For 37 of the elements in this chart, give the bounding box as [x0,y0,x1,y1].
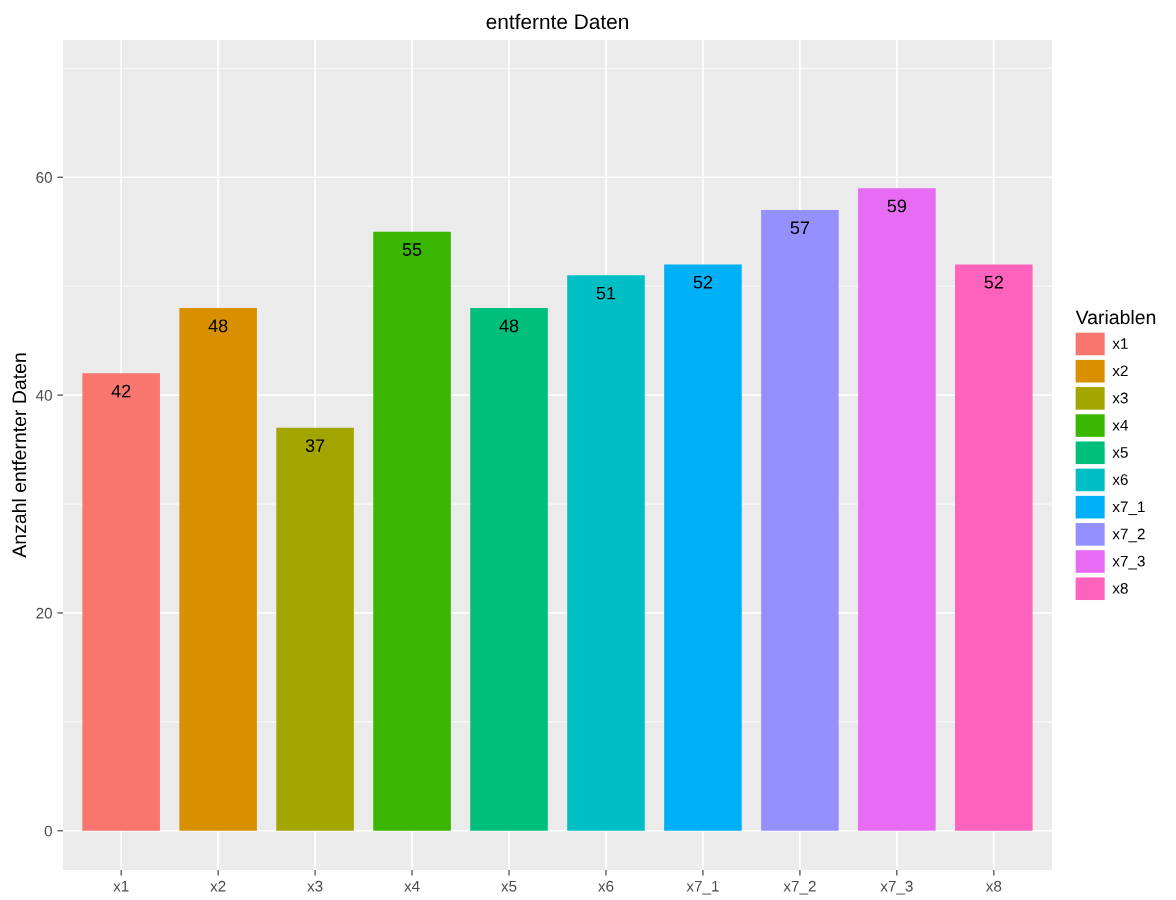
x-tick-label: x7_3 [880,880,913,895]
y-tick-label: 40 [35,389,52,401]
chart-title: entfernte Daten [486,13,628,30]
x-tick-label: x1 [113,880,129,892]
x-tick-label: x3 [307,880,323,892]
data-label: 48 [499,319,519,333]
legend-label: x6 [1112,474,1128,485]
legend-label: x7_3 [1112,555,1145,570]
data-label: 48 [208,319,228,333]
legend-label: x7_2 [1112,528,1145,543]
legend-label: x4 [1112,419,1128,431]
legend-label: x2 [1112,365,1128,377]
legend-label: x5 [1112,447,1128,458]
data-label: 37 [305,439,325,452]
legend-label: x3 [1112,392,1128,404]
data-label: 52 [984,275,1003,289]
x-tick-label: x7_2 [783,880,816,895]
x-tick-label: x8 [985,880,1002,892]
legend-title: Variablen [1075,309,1156,325]
data-label: 55 [402,243,422,256]
data-label: 52 [693,275,713,289]
y-axis-title: Anzahl entfernter Daten [11,353,27,558]
y-tick-label: 20 [36,607,52,619]
data-label: 59 [887,199,907,213]
legend-label: x1 [1112,338,1128,349]
x-tick-label: x4 [404,880,420,892]
data-label: 51 [596,286,616,300]
y-tick-label: 0 [44,825,52,837]
legend-label: x7_1 [1112,501,1145,516]
data-label: 42 [111,384,131,398]
x-tick-label: x2 [210,880,226,892]
x-tick-label: x5 [501,880,517,892]
x-tick-label: x7_1 [686,880,719,895]
legend-label: x8 [1112,582,1128,594]
y-tick-label: 60 [36,172,52,183]
data-label: 57 [790,221,810,235]
x-tick-label: x6 [598,880,614,892]
